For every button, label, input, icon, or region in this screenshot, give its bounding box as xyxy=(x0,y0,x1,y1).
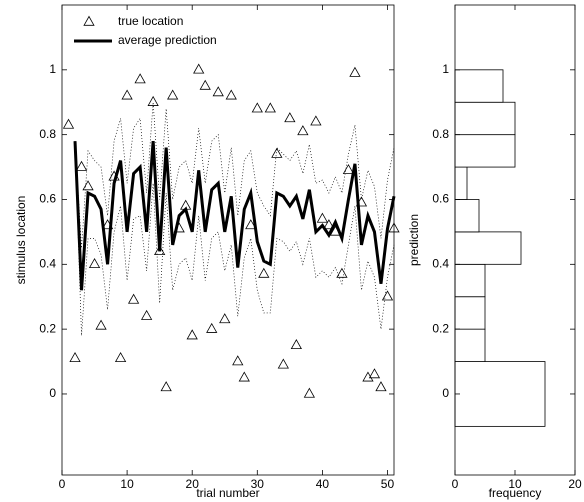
dotted-line xyxy=(74,141,395,336)
histogram-bar xyxy=(454,231,522,265)
y-axis-label: prediction xyxy=(407,214,421,266)
triangle-marker xyxy=(62,118,75,129)
triangle-marker xyxy=(206,322,218,333)
triangle-marker xyxy=(316,212,329,223)
triangle-marker xyxy=(154,245,166,256)
legend-marker xyxy=(83,15,95,26)
legend-label: true location xyxy=(118,14,183,28)
y-tick-label: 0.2 xyxy=(432,321,449,335)
triangle-marker xyxy=(238,371,250,382)
y-tick-label: 0.8 xyxy=(39,127,56,141)
y-tick-label: 0.6 xyxy=(39,192,56,206)
triangle-marker xyxy=(297,125,309,136)
triangle-marker xyxy=(219,313,231,324)
dotted-line xyxy=(74,102,395,249)
y-tick-label: 0.2 xyxy=(39,321,56,335)
x-tick-label: 20 xyxy=(186,477,200,491)
triangle-marker xyxy=(284,112,296,123)
y-tick-label: 0.8 xyxy=(432,127,449,141)
triangle-marker xyxy=(114,351,127,363)
x-tick-label: 20 xyxy=(568,477,582,491)
x-tick-label: 40 xyxy=(316,477,330,491)
triangle-marker xyxy=(271,147,283,158)
y-tick-label: 0.4 xyxy=(39,256,56,270)
triangle-marker xyxy=(258,267,270,278)
triangle-marker xyxy=(212,86,224,97)
triangle-marker xyxy=(134,73,146,84)
y-tick-label: 0.4 xyxy=(432,256,449,270)
triangle-marker xyxy=(336,267,348,278)
histogram-bar xyxy=(454,69,504,103)
triangle-marker xyxy=(225,89,237,100)
triangle-marker xyxy=(121,89,133,100)
histogram-bar xyxy=(454,361,546,427)
histogram-bar xyxy=(454,199,480,233)
x-tick-label: 50 xyxy=(381,477,395,491)
histogram-bar xyxy=(454,328,486,362)
triangle-marker xyxy=(199,79,211,90)
histogram-bar xyxy=(454,101,516,136)
triangle-marker xyxy=(167,89,179,100)
triangle-marker xyxy=(88,257,101,269)
triangle-marker xyxy=(349,66,361,77)
triangle-marker xyxy=(193,63,205,74)
triangle-marker xyxy=(264,102,276,113)
legend-label: average prediction xyxy=(118,33,217,47)
triangle-marker xyxy=(232,355,244,366)
triangle-marker xyxy=(245,219,257,230)
y-tick-label: 1 xyxy=(442,62,449,76)
x-axis-label: frequency xyxy=(489,486,542,500)
triangle-marker xyxy=(251,102,263,113)
triangle-marker xyxy=(310,115,322,126)
y-tick-label: 0 xyxy=(49,386,56,400)
triangle-marker xyxy=(368,368,381,379)
triangle-marker xyxy=(127,293,140,304)
y-tick-label: 1 xyxy=(49,62,56,76)
triangle-marker xyxy=(375,381,387,392)
x-tick-label: 30 xyxy=(251,477,265,491)
triangle-marker xyxy=(75,160,88,171)
triangle-marker xyxy=(186,329,198,340)
x-axis-label: trial number xyxy=(196,486,259,500)
x-tick-label: 0 xyxy=(59,477,66,491)
histogram-bar xyxy=(454,263,486,298)
triangle-marker xyxy=(95,319,107,330)
triangle-marker xyxy=(303,387,316,398)
triangle-marker xyxy=(69,351,81,363)
triangle-marker xyxy=(323,219,335,230)
prediction-line xyxy=(73,141,396,291)
triangle-marker xyxy=(290,339,302,350)
triangle-marker xyxy=(82,180,94,191)
triangle-marker xyxy=(277,358,289,369)
x-tick-label: 10 xyxy=(120,477,134,491)
x-tick-label: 0 xyxy=(452,477,459,491)
histogram-bar xyxy=(454,134,516,168)
histogram-bar xyxy=(454,296,486,330)
histogram-bar xyxy=(454,166,468,200)
triangle-marker xyxy=(140,309,153,320)
triangle-marker xyxy=(342,163,355,175)
y-axis-label: stimulus location xyxy=(14,196,28,285)
y-tick-label: 0 xyxy=(442,386,449,400)
x-tick-label: 10 xyxy=(508,477,522,491)
plot-frame xyxy=(61,4,395,476)
plot-area xyxy=(62,5,394,475)
triangle-marker xyxy=(160,381,172,392)
triangle-marker xyxy=(147,95,159,106)
y-tick-label: 0.6 xyxy=(432,192,449,206)
